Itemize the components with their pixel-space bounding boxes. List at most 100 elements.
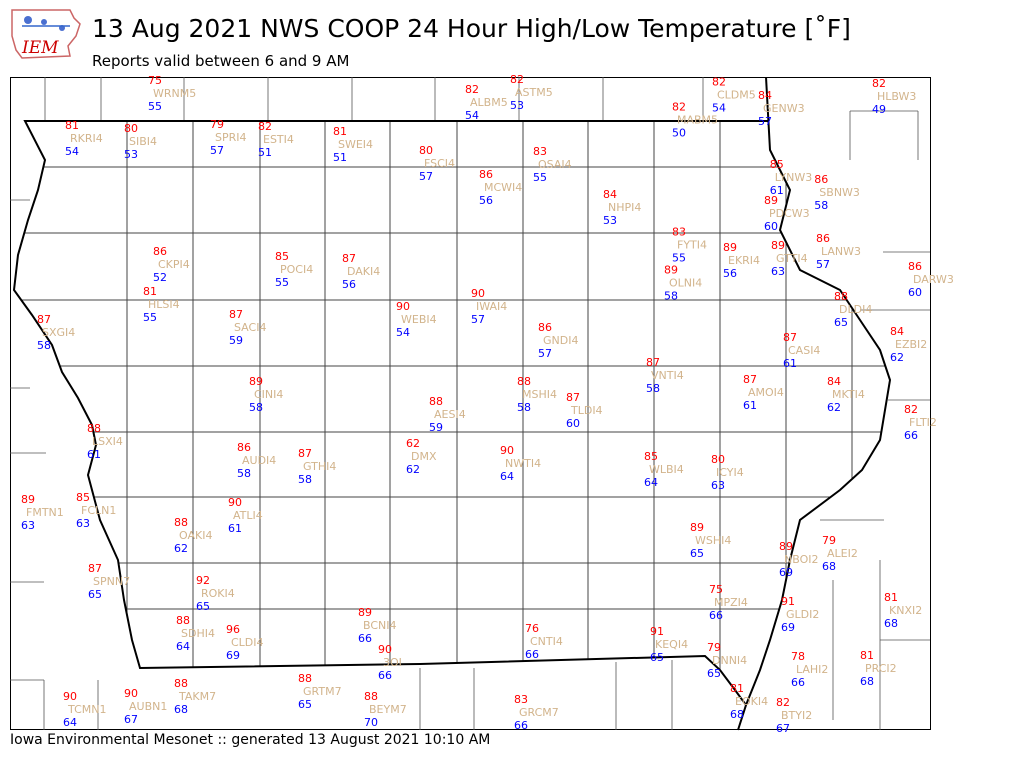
station-id: SIBI4 [129,135,157,148]
high-temp: 88 [517,375,531,388]
low-temp: 66 [709,609,723,622]
high-temp: 83 [514,693,528,706]
station-id: FLTI2 [909,416,937,429]
high-temp: 89 [21,493,35,506]
high-temp: 87 [783,331,797,344]
low-temp: 66 [791,676,805,689]
low-temp: 63 [76,517,90,530]
high-temp: 84 [603,188,617,201]
station-id: ALEI2 [827,547,858,560]
station-id: ROKI4 [201,587,235,600]
high-temp: 89 [771,239,785,252]
station-id: WLBI4 [649,463,684,476]
map-title: 13 Aug 2021 NWS COOP 24 Hour High/Low Te… [92,14,851,43]
low-temp: 65 [298,698,312,711]
station-id: TCMN1 [67,703,106,716]
high-temp: 80 [124,122,138,135]
low-temp: 57 [471,313,485,326]
high-temp: 75 [709,583,723,596]
low-temp: 55 [275,276,289,289]
svg-text:IEM: IEM [21,38,59,58]
high-temp: 88 [176,614,190,627]
station-id: TAKM7 [178,690,216,703]
high-temp: 89 [249,375,263,388]
high-temp: 90 [471,287,485,300]
high-temp: 89 [779,540,793,553]
map-subtitle: Reports valid between 6 and 9 AM [92,52,350,70]
high-temp: 82 [258,120,272,133]
high-temp: 89 [723,241,737,254]
low-temp: 65 [707,667,721,680]
high-temp: 92 [196,574,210,587]
station-id: GENW3 [763,102,805,115]
high-temp: 86 [153,245,167,258]
station-plots: 75WRNM55581RKRI45480SIBI45379SPRI45782ES… [21,73,954,735]
high-temp: 86 [816,232,830,245]
low-temp: 67 [124,713,138,726]
low-temp: 68 [174,703,188,716]
low-temp: 62 [890,351,904,364]
low-temp: 65 [196,600,210,613]
station-id: KEQI4 [655,638,688,651]
station-id: SWEI4 [338,138,373,151]
mississippi-river-border [745,76,892,706]
high-temp: 82 [672,101,686,114]
high-temp: 83 [533,145,547,158]
low-temp: 64 [63,716,77,729]
low-temp: 54 [465,109,479,122]
high-temp: 82 [510,73,524,86]
high-temp: 76 [525,622,539,635]
station-id: SBNW3 [819,186,860,199]
station-id: GRTM7 [303,685,342,698]
high-temp: 87 [646,356,660,369]
station-id: TLDI4 [570,404,603,417]
station-id: ASTM5 [515,86,553,99]
station-id: GNDI4 [543,334,578,347]
low-temp: 63 [771,265,785,278]
station-id: CINI4 [254,388,283,401]
station-id: CASI4 [788,344,820,357]
high-temp: 88 [364,690,378,703]
low-temp: 57 [816,258,830,271]
high-temp: 79 [822,534,836,547]
high-temp: 89 [664,264,678,277]
low-temp: 69 [779,566,793,579]
low-temp: 52 [153,271,167,284]
low-temp: 66 [378,669,392,682]
low-temp: 61 [783,357,797,370]
low-temp: 53 [603,214,617,227]
station-id: OLNI4 [669,277,702,290]
high-temp: 85 [770,158,784,171]
low-temp: 64 [644,476,658,489]
low-temp: 61 [87,448,101,461]
station-id: AUDI4 [242,454,276,467]
station-id: MABM5 [677,114,718,127]
high-temp: 87 [37,313,51,326]
low-temp: 63 [711,479,725,492]
low-temp: 60 [566,417,580,430]
